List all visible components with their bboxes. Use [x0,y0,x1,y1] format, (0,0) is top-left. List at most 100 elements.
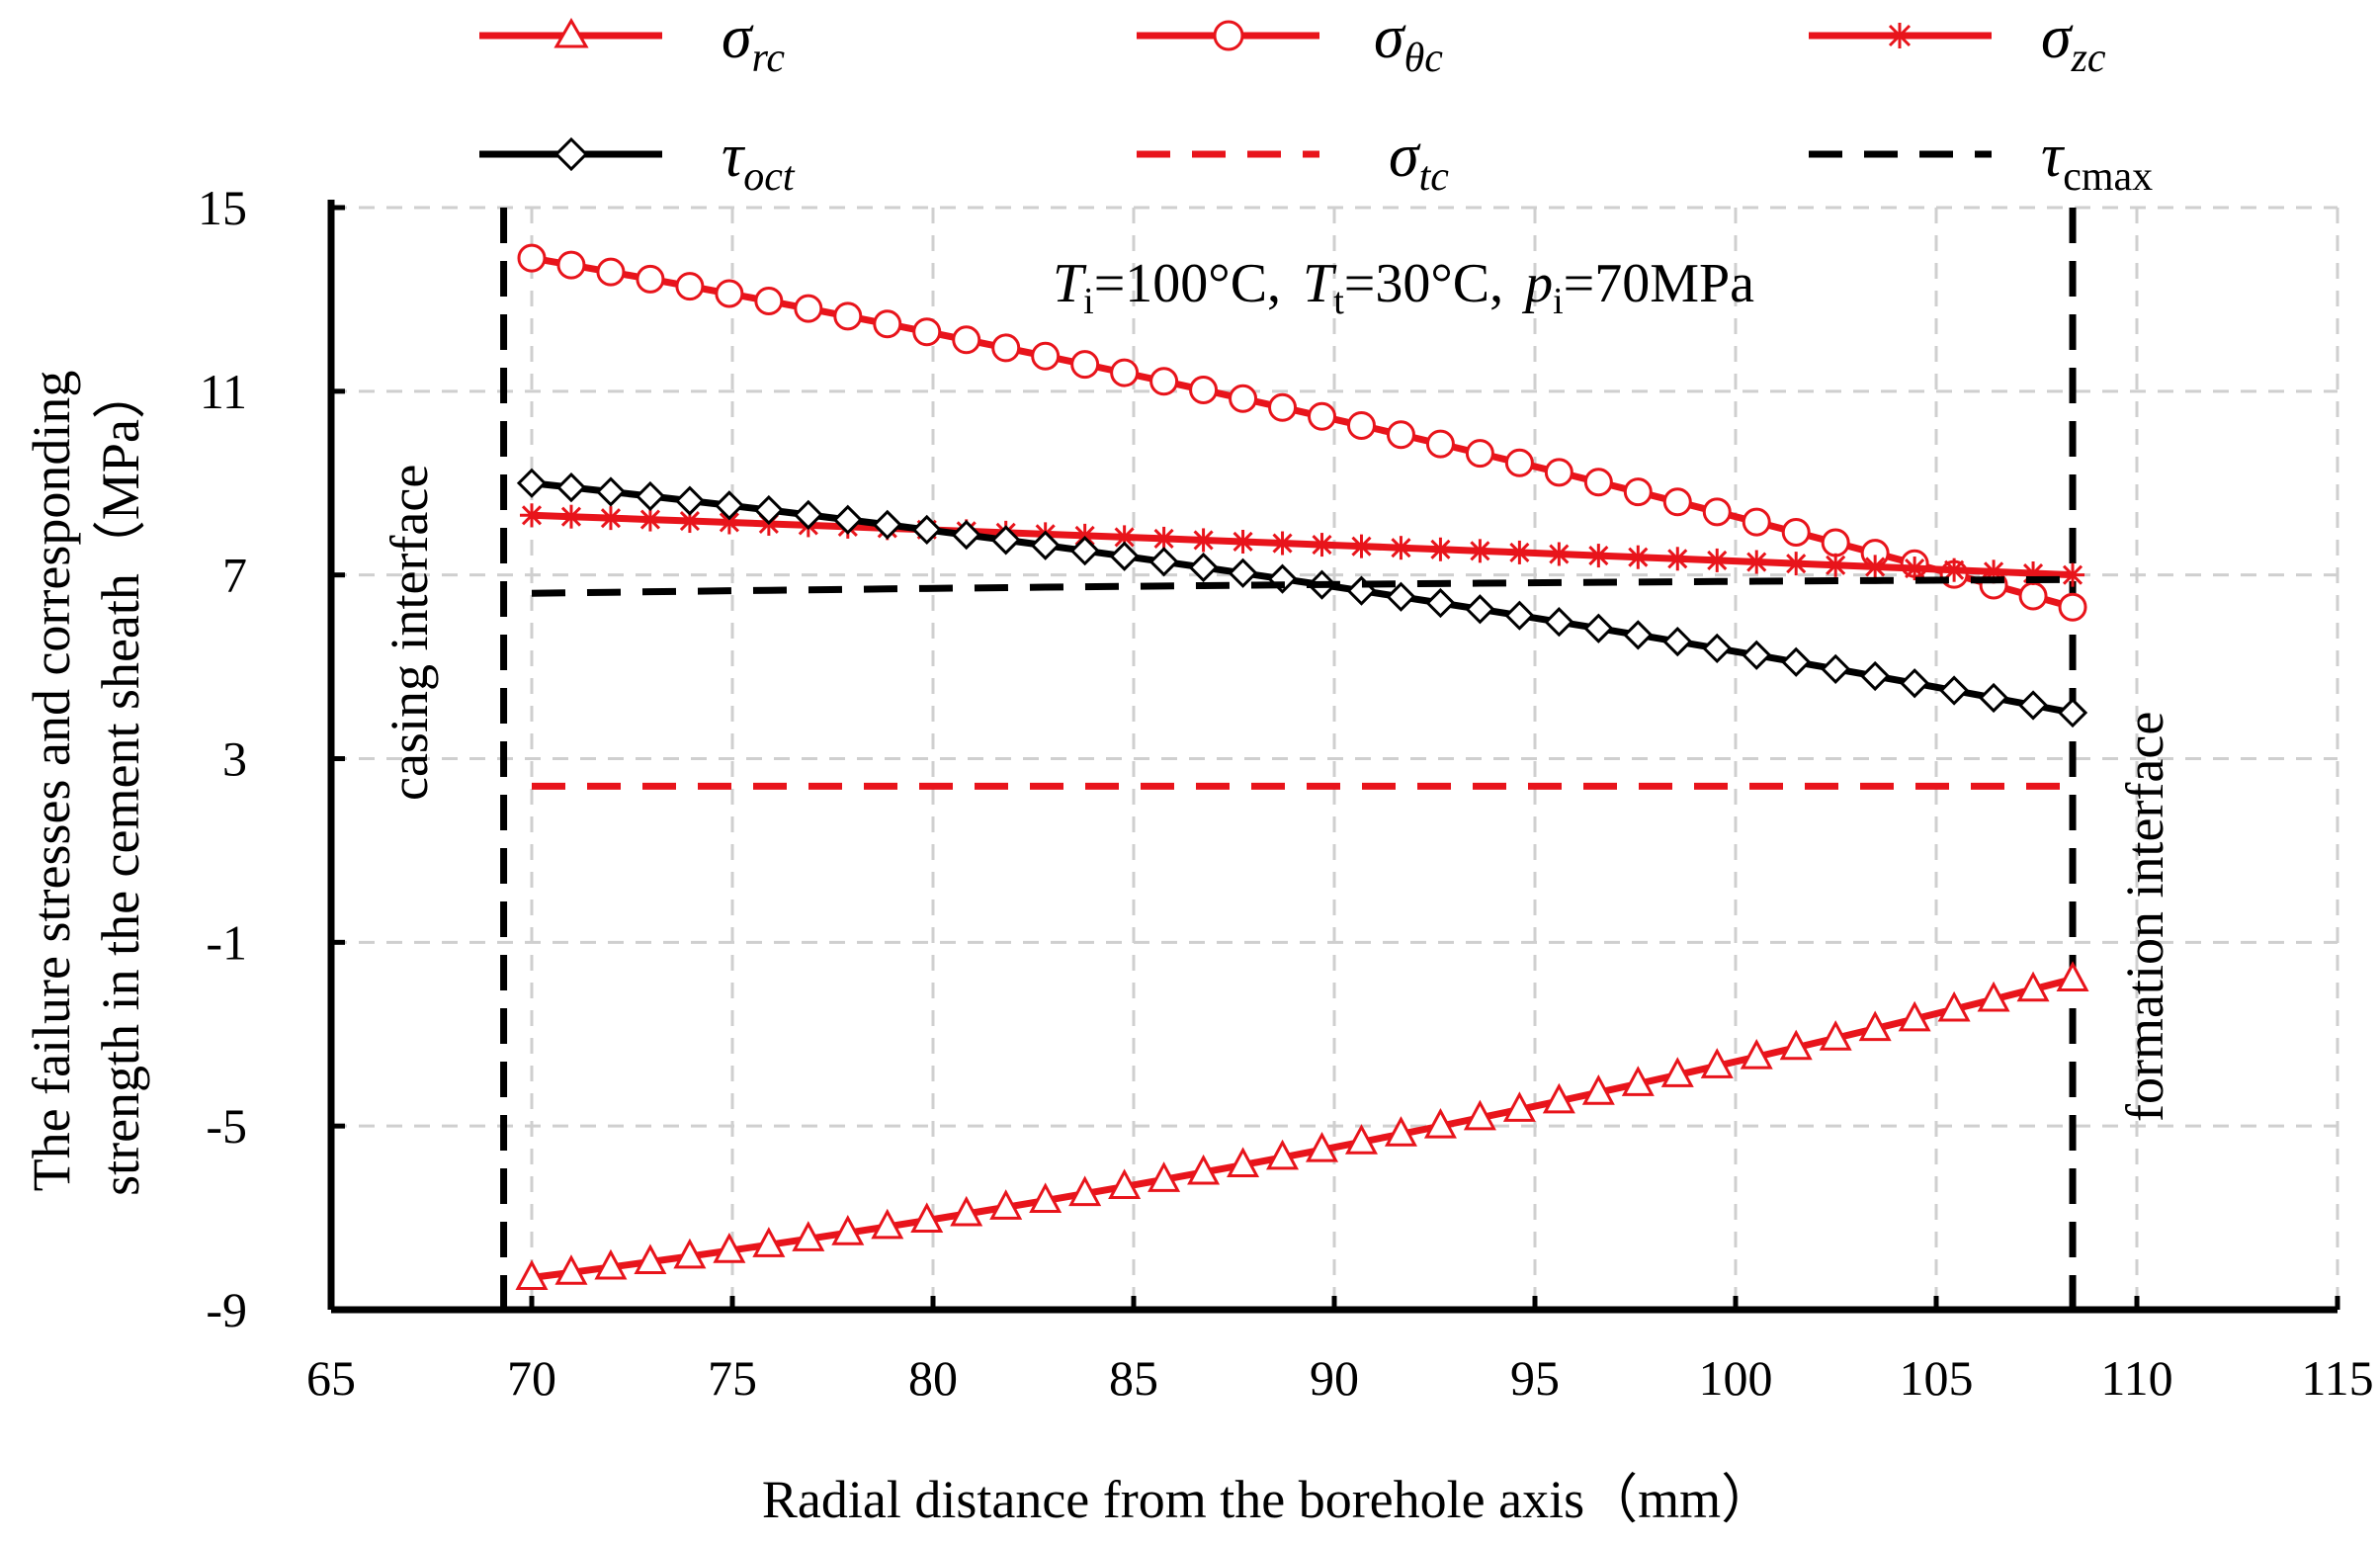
axes [327,200,2340,1314]
data-point-triangle [1148,1161,1181,1192]
data-point-triangle [554,1254,588,1285]
data-point-diamond [1623,620,1654,650]
star-stroke [1628,547,1649,567]
data-point-diamond [1069,536,1100,566]
data-point-circle [873,309,902,339]
data-point-diamond [555,471,587,503]
x-tick-label: 90 [1310,1350,1359,1406]
data-point-diamond [1938,675,1970,706]
data-point-triangle [1779,1029,1813,1061]
data-point-circle [1662,487,1692,517]
data-point-circle [1504,448,1534,477]
data-point-triangle [634,1243,667,1275]
data-point-diamond [1465,594,1495,625]
data-point-circle [2058,592,2087,622]
star-stroke [1588,546,1609,566]
data-point-triangle [1858,1010,1892,1042]
data-point-star [1744,550,1769,574]
data-point-diamond [516,468,548,498]
data-point-diamond [1978,682,2009,714]
data-point-circle [754,287,784,316]
data-point-triangle [1187,1154,1221,1185]
legend-item-sigma-zc: σzc [1809,4,2106,81]
data-point-triangle [2056,961,2089,991]
legend-item-tau-cmax: τcmax [1809,123,2153,200]
data-point-diamond [1662,626,1693,657]
formation-interface-label: formation interface [2115,712,2174,1122]
star-stroke [1391,538,1411,558]
data-point-triangle [713,1233,746,1263]
star-stroke [679,510,700,532]
data-point-star [1784,552,1809,576]
star-stroke [1667,549,1688,569]
x-tick-label: 95 [1510,1350,1560,1406]
series-line-sigma_theta_c [531,254,2074,611]
star-stroke [521,505,543,526]
star-stroke [1786,554,1807,574]
data-point-circle [596,257,626,287]
data-point-circle [2018,581,2048,611]
series-layer [515,243,2089,1290]
legend-item-sigma-tc: σtc [1137,123,1449,200]
y-axis-title-line1: The failure stresses and corresponding [22,371,81,1192]
x-tick-label: 110 [2100,1350,2172,1406]
star-stroke [1430,539,1451,559]
y-tick-label: -9 [206,1282,247,1337]
data-point-diamond [1544,607,1574,638]
data-point-triangle [1660,1057,1694,1087]
data-point-diamond [1425,587,1456,619]
y-tick-label: 3 [222,731,247,787]
data-point-star [1231,529,1255,554]
series-tau_oct [516,468,2088,729]
series-line-tau_cmax [531,575,2074,597]
data-point-triangle [1542,1082,1575,1114]
data-point-star [558,504,583,529]
data-point-circle [1386,420,1415,450]
star-stroke [1549,544,1570,564]
series-line-tau_oct [531,479,2074,717]
x-tick-label: 100 [1699,1350,1773,1406]
star-stroke [1272,533,1293,554]
legend-label-sigma-zc: σzc [2041,4,2106,81]
x-tick-label: 115 [2301,1350,2373,1406]
star-stroke [1153,528,1174,549]
star-stroke [560,506,582,527]
data-point-circle [794,294,823,323]
star-stroke [1470,541,1490,561]
legend-label-tau-oct: τoct [722,123,796,200]
legend-label-sigma-theta-c: σθc [1374,4,1443,81]
data-point-diamond [1386,581,1416,612]
data-point-triangle [1068,1175,1102,1207]
data-point-star [1586,544,1611,568]
legend-marker-diamond [553,136,589,172]
data-point-circle [1070,350,1100,380]
legend-label-sigma-tc: σtc [1389,123,1449,200]
star-stroke [1905,557,1925,579]
data-point-star [638,507,662,532]
data-point-diamond [793,499,823,530]
data-point-circle [556,250,586,280]
data-point-triangle [1819,1020,1852,1051]
data-point-diamond [1504,600,1535,631]
data-point-star [1468,539,1492,563]
star-stroke [1312,535,1332,556]
data-point-circle [1821,528,1850,557]
data-point-circle [952,325,981,355]
data-point-circle [1623,477,1653,507]
legend-label-tau-cmax: τcmax [2041,123,2153,200]
data-point-circle [1544,458,1573,487]
data-point-triangle [1266,1139,1300,1170]
interface-lines [500,208,2077,1310]
data-point-diamond [2017,690,2049,721]
star-stroke [639,509,660,530]
y-tick-label: 11 [200,364,247,419]
data-point-diamond [1030,530,1061,560]
x-tick-label: 105 [1900,1350,1974,1406]
data-point-triangle [910,1202,944,1234]
data-point-triangle [1029,1182,1062,1214]
casing-interface-label: casing interface [380,465,439,801]
y-tick-label: 15 [198,180,247,235]
series-sigma_theta_c [517,243,2087,622]
data-point-triangle [1700,1048,1734,1078]
data-point-triangle [1108,1168,1142,1200]
